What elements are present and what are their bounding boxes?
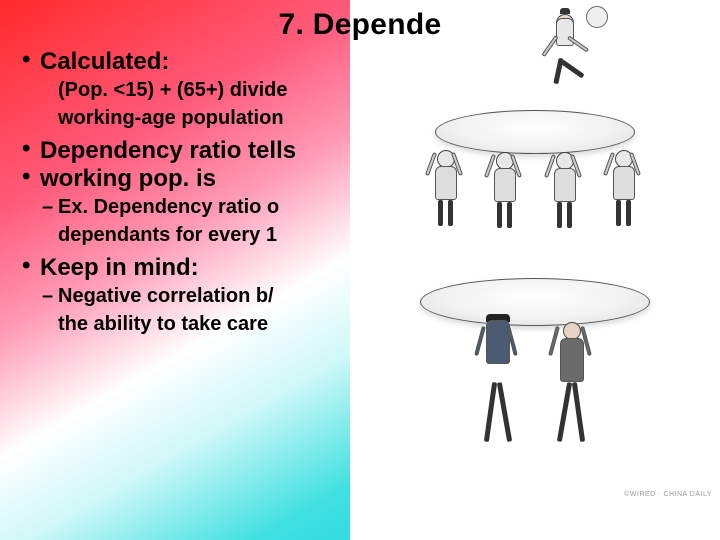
bullet-formula-l2: working-age population: [18, 106, 702, 132]
bullet-example-l1: Ex. Dependency ratio o: [18, 195, 702, 221]
bullet-calculated: Calculated:: [18, 48, 702, 76]
bullet-negative-l2: the ability to take care: [18, 312, 702, 338]
slide-content: 7. Depende Calculated: (Pop. <15) + (65+…: [0, 0, 720, 540]
bullet-tells-l2-text: working pop. is: [40, 165, 216, 192]
bullet-keepmind: Keep in mind:: [18, 254, 702, 282]
bullet-tells-l2: • working pop. is: [18, 165, 702, 193]
bullet-tells-l1: Dependency ratio tells: [18, 137, 702, 165]
bullet-formula-l1: (Pop. <15) + (65+) divide: [18, 78, 702, 104]
slide-title: 7. Depende: [18, 8, 702, 42]
bullet-list: Calculated: (Pop. <15) + (65+) divide wo…: [18, 48, 702, 338]
bullet-negative-l1: Negative correlation b/: [18, 284, 702, 310]
bullet-example-l2: dependants for every 1: [18, 223, 702, 249]
